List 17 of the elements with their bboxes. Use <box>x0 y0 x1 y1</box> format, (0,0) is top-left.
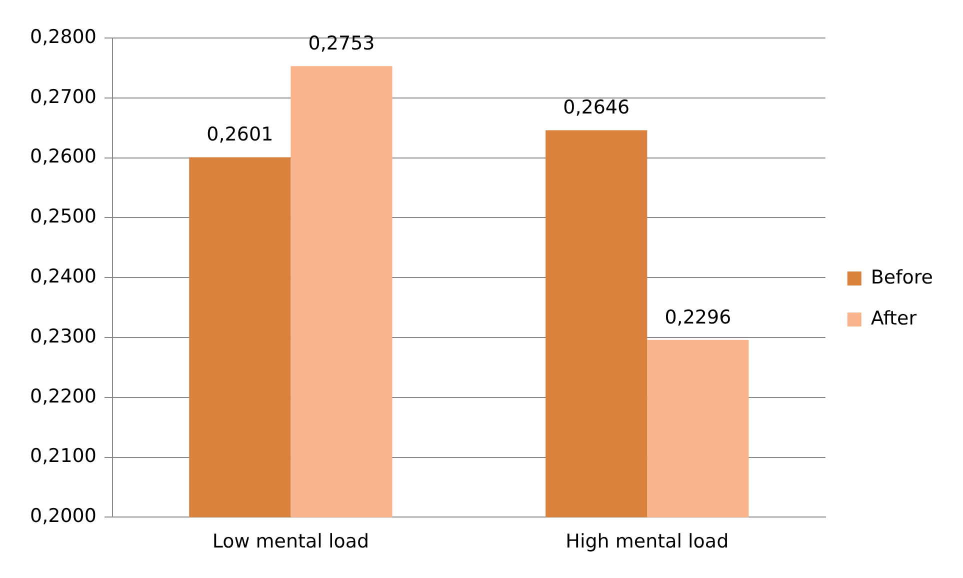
x-tick-label: High mental load <box>566 530 729 553</box>
y-tick-label: 0,2700 <box>30 86 96 108</box>
y-tick-label: 0,2200 <box>30 385 96 408</box>
y-tick-label: 0,2000 <box>30 505 96 528</box>
y-tick-label: 0,2100 <box>30 445 96 468</box>
y-tick-label: 0,2500 <box>30 206 96 228</box>
y-tick-label: 0,2600 <box>30 146 96 168</box>
legend-label: After <box>870 307 917 330</box>
legend-label: Before <box>870 266 934 288</box>
data-label: 0,2296 <box>664 306 732 328</box>
y-tick-label: 0,2400 <box>30 266 96 288</box>
data-label: 0,2646 <box>563 96 630 119</box>
x-tick-label: Low mental load <box>212 530 370 553</box>
y-tick-label: 0,2300 <box>30 325 96 348</box>
data-label: 0,2601 <box>206 124 274 146</box>
data-label: 0,2753 <box>308 32 375 55</box>
y-tick-label: 0,2800 <box>30 26 96 48</box>
